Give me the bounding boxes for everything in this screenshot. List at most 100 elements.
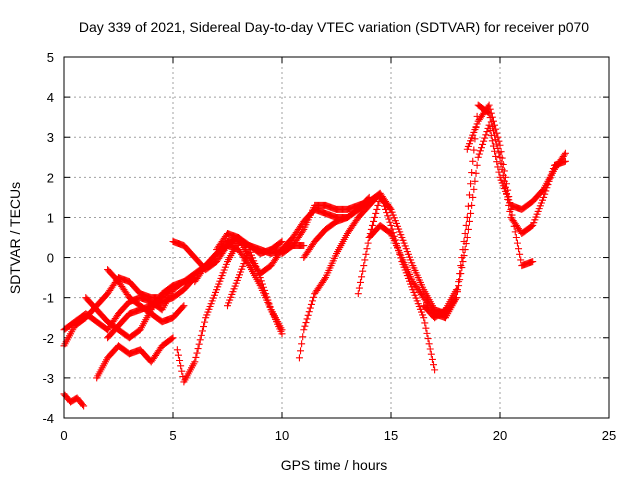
x-tick-label: 15 bbox=[384, 428, 398, 443]
sample-marker bbox=[307, 300, 315, 308]
sample-marker bbox=[468, 169, 476, 177]
sample-marker bbox=[459, 246, 467, 254]
sample-marker bbox=[299, 333, 307, 341]
sample-marker bbox=[469, 157, 477, 165]
sample-marker bbox=[424, 335, 432, 343]
y-tick-label: -1 bbox=[42, 291, 54, 306]
sample-marker bbox=[489, 117, 497, 125]
sample-marker bbox=[168, 335, 176, 343]
plot-frame bbox=[63, 56, 610, 419]
sample-marker bbox=[301, 322, 309, 330]
sample-marker bbox=[498, 154, 506, 162]
sample-marker bbox=[265, 299, 273, 307]
sample-marker bbox=[299, 227, 307, 235]
sample-marker bbox=[499, 160, 507, 168]
sample-marker bbox=[371, 213, 379, 221]
tick-layer: -4 -3 -2 -1 0 1 2 3 4 5 0 5 10 15 20 25 bbox=[42, 50, 616, 443]
sample-marker bbox=[508, 211, 516, 219]
sample-marker bbox=[517, 256, 525, 264]
sample-marker bbox=[471, 135, 479, 143]
sample-marker bbox=[459, 258, 467, 266]
y-tick-label: 5 bbox=[47, 50, 54, 65]
sample-marker bbox=[176, 357, 184, 365]
sample-marker bbox=[372, 209, 380, 217]
sample-marker bbox=[512, 234, 520, 241]
y-tick-label: -4 bbox=[42, 411, 54, 426]
x-tick-label: 25 bbox=[602, 428, 616, 443]
sample-marker bbox=[359, 267, 367, 275]
sample-marker bbox=[426, 345, 434, 353]
sample-marker bbox=[370, 217, 378, 225]
data-point bbox=[180, 302, 188, 310]
x-tick-label: 20 bbox=[493, 428, 507, 443]
sample-marker bbox=[178, 367, 186, 375]
sample-marker bbox=[264, 296, 272, 304]
sample-marker bbox=[482, 131, 490, 139]
sample-marker bbox=[486, 105, 494, 113]
data-point bbox=[300, 326, 308, 334]
sample-marker bbox=[458, 254, 466, 262]
sample-marker bbox=[367, 225, 375, 233]
sample-marker bbox=[472, 169, 480, 177]
sample-marker bbox=[470, 185, 478, 193]
sample-marker bbox=[542, 187, 550, 195]
sample-marker bbox=[549, 165, 557, 173]
sample-marker bbox=[509, 217, 517, 225]
sample-marker bbox=[201, 318, 209, 326]
data-point bbox=[561, 157, 569, 165]
series-track-12 bbox=[224, 246, 286, 334]
sample-marker bbox=[277, 238, 285, 246]
y-tick-label: 3 bbox=[47, 130, 54, 145]
sample-marker bbox=[488, 113, 496, 121]
sample-marker bbox=[547, 171, 555, 179]
data-point bbox=[169, 334, 177, 342]
sample-marker bbox=[425, 340, 433, 348]
sample-marker bbox=[546, 174, 554, 182]
sample-marker bbox=[427, 350, 435, 358]
sample-marker bbox=[483, 128, 491, 136]
sample-marker bbox=[257, 277, 265, 285]
data-point bbox=[485, 101, 493, 109]
sample-marker bbox=[544, 181, 552, 189]
sample-marker bbox=[258, 280, 266, 288]
sample-marker bbox=[476, 147, 484, 155]
sample-marker bbox=[195, 340, 203, 348]
sample-marker bbox=[479, 140, 487, 148]
sample-marker bbox=[321, 275, 329, 283]
sample-marker bbox=[303, 315, 311, 323]
sample-marker bbox=[363, 245, 371, 253]
data-point bbox=[365, 234, 373, 241]
sample-marker bbox=[528, 222, 536, 230]
x-tick-label: 0 bbox=[60, 428, 67, 443]
sample-marker bbox=[430, 361, 438, 369]
sample-marker bbox=[503, 180, 511, 188]
sample-marker bbox=[197, 331, 205, 339]
sample-marker bbox=[79, 401, 87, 409]
sample-marker bbox=[386, 218, 394, 226]
y-axis-label: SDTVAR / TECUs bbox=[7, 182, 23, 294]
sample-marker bbox=[263, 293, 271, 301]
sample-marker bbox=[465, 217, 473, 225]
sample-marker bbox=[374, 201, 382, 209]
data-point bbox=[507, 205, 515, 213]
data-point bbox=[80, 402, 88, 410]
sample-marker bbox=[504, 186, 512, 194]
sample-marker bbox=[481, 134, 489, 142]
sample-marker bbox=[298, 340, 306, 348]
sample-marker bbox=[492, 125, 500, 133]
sample-marker bbox=[297, 347, 305, 355]
sample-marker bbox=[495, 137, 503, 145]
sample-marker bbox=[262, 290, 270, 298]
sample-marker bbox=[465, 191, 473, 199]
sample-marker bbox=[362, 250, 370, 258]
series-track-6 bbox=[104, 266, 188, 326]
sample-marker bbox=[371, 194, 379, 202]
sample-marker bbox=[423, 329, 431, 337]
chart-title: Day 339 of 2021, Sidereal Day-to-day VTE… bbox=[79, 19, 589, 35]
y-tick-label: 2 bbox=[47, 170, 54, 185]
sample-marker bbox=[545, 177, 553, 185]
sample-marker bbox=[368, 221, 376, 229]
sample-marker bbox=[366, 229, 374, 237]
sample-marker bbox=[491, 121, 499, 129]
sample-marker bbox=[196, 336, 204, 344]
